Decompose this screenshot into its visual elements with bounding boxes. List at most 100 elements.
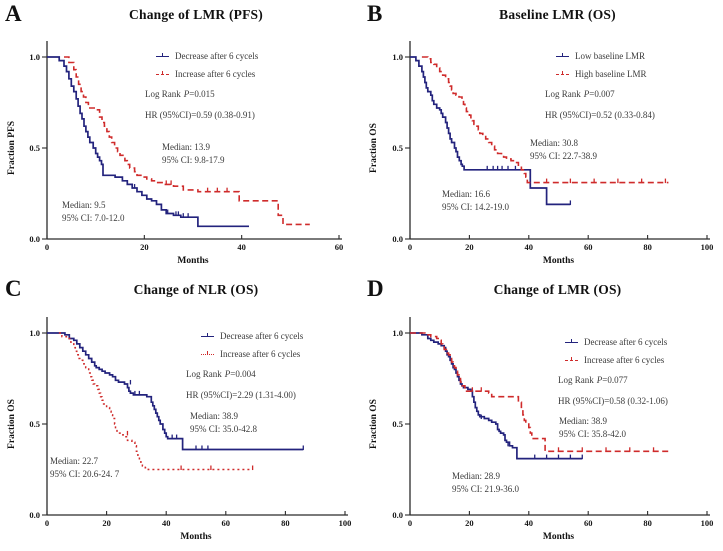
ci-line: 95% CI: 21.9-36.0 bbox=[452, 484, 519, 494]
median-annotation: Median: 30.8 95% CI: 22.7-38.9 bbox=[530, 137, 597, 163]
svg-text:20: 20 bbox=[465, 242, 474, 252]
x-axis-label: Months bbox=[542, 256, 575, 266]
legend-label: High baseline LMR bbox=[575, 69, 647, 79]
svg-text:40: 40 bbox=[237, 242, 246, 252]
svg-text:0: 0 bbox=[408, 518, 412, 528]
legend-item: Decrease after 6 cycels bbox=[186, 327, 303, 345]
panel-letter-c: C bbox=[5, 276, 22, 301]
km-plot-a: 1.0 0.5 0.0 0 20 40 60 bbox=[29, 41, 344, 252]
median-annotation: Median: 9.5 95% CI: 7.0-12.0 bbox=[62, 199, 125, 225]
panel-title: Change of LMR (OS) bbox=[493, 282, 622, 297]
panel-letter-b: B bbox=[367, 1, 383, 26]
ci-line: 95% CI: 35.8-42.0 bbox=[559, 429, 626, 439]
hazard-ratio-text: HR (95%CI)=0.58 (0.32-1.06) bbox=[558, 396, 668, 406]
svg-text:20: 20 bbox=[465, 518, 474, 528]
median-line: Median: 38.9 bbox=[190, 411, 238, 421]
svg-text:0: 0 bbox=[45, 518, 49, 528]
logrank-text: Log Rank P=0.015 bbox=[145, 89, 215, 99]
dashed-line-marker-icon bbox=[565, 356, 578, 361]
panel-d: 1.0 0.5 0.0 0 20 40 60 80 100 D Change of LMR (O… bbox=[362, 275, 723, 551]
svg-text:1.0: 1.0 bbox=[392, 52, 403, 62]
median-line: Median: 22.7 bbox=[50, 456, 98, 466]
hazard-ratio-text: HR (95%CI)=0.59 (0.38-0.91) bbox=[145, 110, 255, 120]
logrank-text: Log Rank P=0.007 bbox=[545, 89, 615, 99]
svg-text:0.5: 0.5 bbox=[392, 419, 403, 429]
legend-item: Increase after 6 cycles bbox=[145, 65, 258, 83]
censor-tick-icon bbox=[161, 52, 163, 57]
censor-tick-icon bbox=[206, 332, 208, 337]
svg-text:80: 80 bbox=[643, 242, 652, 252]
legend-item: Increase after 6 cycles bbox=[558, 351, 668, 369]
ci-line: 95% CI: 22.7-38.9 bbox=[530, 151, 597, 161]
logrank-text: Log Rank P=0.077 bbox=[558, 375, 628, 385]
legend-label: Increase after 6 cycles bbox=[175, 69, 256, 79]
svg-text:40: 40 bbox=[162, 518, 171, 528]
svg-text:20: 20 bbox=[102, 518, 111, 528]
legend: Decrease after 6 cycels Increase after 6… bbox=[145, 47, 258, 125]
legend: Decrease after 6 cycels Increase after 6… bbox=[186, 327, 303, 405]
svg-text:40: 40 bbox=[525, 518, 534, 528]
solid-line-marker-icon bbox=[201, 332, 214, 337]
median-line: Median: 28.9 bbox=[452, 471, 500, 481]
panel-a: 1.0 0.5 0.0 0 20 40 60 A Change of LMR (PFS) F… bbox=[0, 0, 362, 275]
svg-text:60: 60 bbox=[335, 242, 344, 252]
legend: Decrease after 6 cycels Increase after 6… bbox=[558, 333, 668, 411]
median-line: Median: 38.9 bbox=[559, 416, 607, 426]
legend-item: Decrease after 6 cycels bbox=[145, 47, 258, 65]
panel-title: Change of NLR (OS) bbox=[133, 282, 259, 297]
panel-letter-d: D bbox=[367, 276, 384, 301]
svg-text:40: 40 bbox=[525, 242, 534, 252]
median-annotation: Median: 28.9 95% CI: 21.9-36.0 bbox=[452, 470, 519, 496]
panel-b: 1.0 0.5 0.0 0 20 40 60 80 100 B Baseline LMR (OS… bbox=[362, 0, 723, 275]
svg-text:80: 80 bbox=[643, 518, 652, 528]
svg-text:60: 60 bbox=[584, 518, 593, 528]
svg-text:0.5: 0.5 bbox=[29, 143, 40, 153]
legend-item: Decrease after 6 cycels bbox=[558, 333, 668, 351]
svg-text:0.5: 0.5 bbox=[29, 419, 40, 429]
dotted-line-marker-icon bbox=[201, 350, 214, 355]
solid-line-marker-icon bbox=[556, 52, 569, 57]
legend-label: Increase after 6 cycles bbox=[584, 355, 665, 365]
censor-tick-icon bbox=[206, 350, 208, 355]
median-line: Median: 9.5 bbox=[62, 200, 106, 210]
panel-title: Baseline LMR (OS) bbox=[499, 7, 616, 22]
legend-item: High baseline LMR bbox=[545, 65, 655, 83]
legend-label: Decrease after 6 cycels bbox=[175, 51, 259, 61]
x-axis-label: Months bbox=[542, 532, 575, 542]
ci-line: 95% CI: 14.2-19.0 bbox=[442, 202, 509, 212]
censor-tick-icon bbox=[161, 70, 163, 75]
median-annotation: Median: 38.9 95% CI: 35.0-42.8 bbox=[190, 410, 257, 436]
solid-line-marker-icon bbox=[156, 52, 169, 57]
legend-label: Decrease after 6 cycels bbox=[220, 331, 304, 341]
median-annotation: Median: 22.7 95% CI: 20.6-24. 7 bbox=[50, 455, 119, 481]
dashed-line-marker-icon bbox=[156, 70, 169, 75]
ci-line: 95% CI: 20.6-24. 7 bbox=[50, 469, 120, 479]
median-annotation: Median: 13.9 95% CI: 9.8-17.9 bbox=[162, 141, 225, 167]
svg-text:100: 100 bbox=[339, 518, 352, 528]
hazard-ratio-text: HR (95%CI)=2.29 (1.31-4.00) bbox=[186, 390, 296, 400]
svg-text:80: 80 bbox=[281, 518, 290, 528]
legend-item: Increase after 6 cycles bbox=[186, 345, 303, 363]
median-annotation: Median: 38.9 95% CI: 35.8-42.0 bbox=[559, 415, 626, 441]
km-plot-d: 1.0 0.5 0.0 0 20 40 60 80 100 bbox=[392, 317, 713, 528]
censor-tick-icon bbox=[570, 338, 572, 343]
legend: Low baseline LMR High baseline LMR Log R… bbox=[545, 47, 655, 125]
svg-text:0: 0 bbox=[45, 242, 49, 252]
x-axis-label: Months bbox=[180, 532, 212, 542]
legend-label: Low baseline LMR bbox=[575, 51, 645, 61]
y-axis-label: Fraction OS bbox=[7, 399, 17, 449]
median-line: Median: 30.8 bbox=[530, 138, 578, 148]
solid-line-marker-icon bbox=[565, 338, 578, 343]
svg-text:1.0: 1.0 bbox=[29, 52, 40, 62]
ci-line: 95% CI: 9.8-17.9 bbox=[162, 155, 225, 165]
median-line: Median: 13.9 bbox=[162, 142, 210, 152]
svg-text:0.5: 0.5 bbox=[392, 143, 403, 153]
svg-text:0.0: 0.0 bbox=[392, 510, 403, 520]
median-annotation: Median: 16.6 95% CI: 14.2-19.0 bbox=[442, 188, 509, 214]
svg-text:20: 20 bbox=[140, 242, 149, 252]
panel-letter-a: A bbox=[5, 1, 22, 26]
median-line: Median: 16.6 bbox=[442, 189, 490, 199]
km-plot-c: 1.0 0.5 0.0 0 20 40 60 80 100 bbox=[29, 317, 352, 528]
svg-text:0: 0 bbox=[408, 242, 412, 252]
